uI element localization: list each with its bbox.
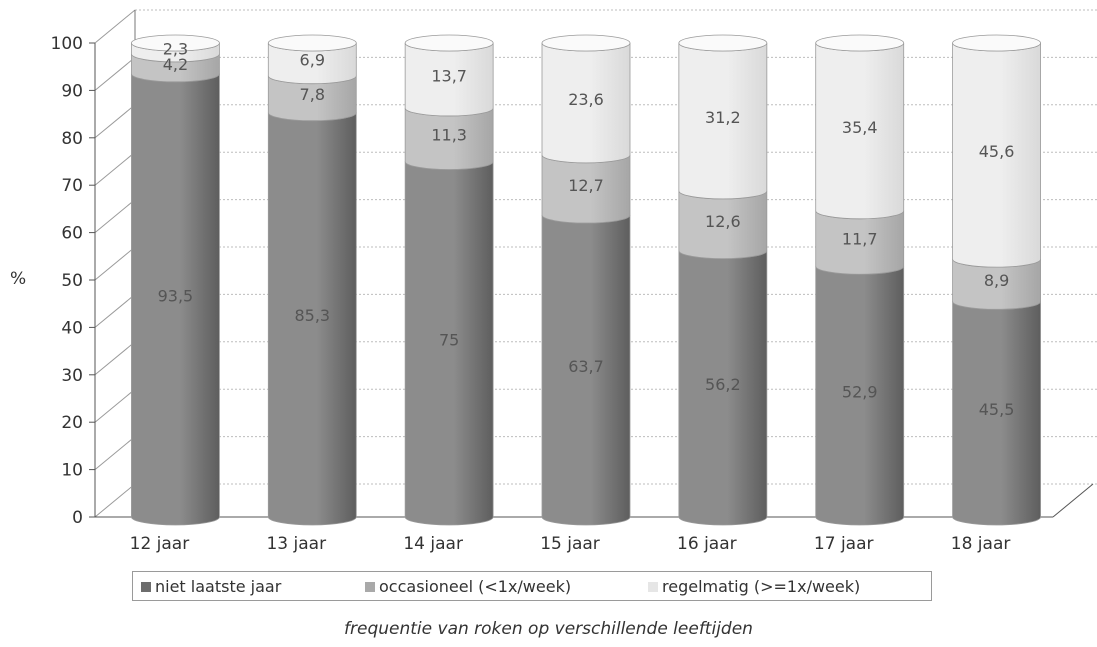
- bar-top-cap: [678, 34, 768, 52]
- bar-stack-16-jaar: [678, 34, 768, 526]
- y-tick-label: 100: [51, 34, 83, 54]
- y-tick-label: 80: [61, 129, 83, 149]
- data-label: 85,3: [294, 306, 330, 325]
- y-tick-label: 30: [61, 366, 83, 386]
- legend-item-occasioneel: occasioneel (<1x/week): [365, 577, 571, 596]
- bar-top-cap: [815, 34, 905, 52]
- data-label: 23,6: [568, 90, 604, 109]
- data-label: 45,5: [979, 400, 1015, 419]
- bar-stack-15-jaar: [541, 34, 631, 526]
- data-label: 7,8: [300, 85, 325, 104]
- x-tick-label: 12 jaar: [130, 534, 190, 554]
- y-tick-label: 10: [61, 461, 83, 481]
- y-tick-label: 50: [61, 271, 83, 291]
- data-label: 12,6: [705, 212, 741, 231]
- grid-diagonal: [94, 104, 136, 139]
- legend-swatch: [365, 581, 375, 592]
- bar-top-cap: [404, 34, 494, 52]
- data-label: 35,4: [842, 118, 878, 137]
- legend-label: regelmatig (>=1x/week): [662, 577, 861, 596]
- bar-stack-12-jaar: [131, 34, 220, 526]
- chart-caption: frequentie van roken op verschillende le…: [344, 619, 753, 639]
- data-label: 75: [439, 330, 459, 349]
- bar-stack-13-jaar: [267, 34, 357, 526]
- data-label: 4,2: [163, 55, 188, 74]
- grid-diagonal: [94, 483, 136, 518]
- data-label: 11,7: [842, 230, 878, 249]
- grid-diagonal: [94, 57, 136, 91]
- data-label: 45,6: [979, 142, 1015, 161]
- legend-label: niet laatste jaar: [155, 577, 282, 596]
- bar-top-cap: [131, 34, 220, 52]
- y-tick-label: 20: [61, 413, 83, 433]
- grid-diagonal: [94, 9, 136, 44]
- floor-edge: [1052, 483, 1094, 518]
- y-tick-label: 0: [72, 508, 83, 528]
- grid-diagonal: [94, 436, 136, 470]
- x-tick-label: 18 jaar: [951, 534, 1011, 554]
- x-tick-label: 15 jaar: [540, 534, 600, 554]
- legend-item-regelmatig: regelmatig (>=1x/week): [648, 577, 860, 596]
- bars-layer: [131, 34, 1041, 526]
- x-tick-label: 17 jaar: [814, 534, 874, 554]
- labels-layer: 93,5 4,22,3 85,3 7,8 6,9 75 11,3 13,7 63,7 12,7 23…: [158, 39, 1015, 419]
- x-tick-label: 16 jaar: [677, 534, 737, 554]
- data-label: 6,9: [300, 50, 325, 69]
- data-label: 13,7: [431, 66, 467, 85]
- x-tick-label: 14 jaar: [403, 534, 463, 554]
- bar-stack-14-jaar: [404, 34, 494, 526]
- data-label: 11,3: [431, 126, 467, 145]
- y-tick-label: 90: [61, 81, 83, 101]
- legend-item-niet-laatste-jaar: niet laatste jaar: [141, 577, 281, 596]
- y-axis-label: %: [10, 269, 26, 289]
- y-tick-label: 60: [61, 224, 83, 244]
- bar-top-cap: [952, 34, 1041, 52]
- bar-top-cap: [267, 34, 357, 52]
- data-label: 2,3: [163, 39, 188, 58]
- bar-stack-17-jaar: [815, 34, 905, 526]
- data-label: 93,5: [158, 286, 194, 305]
- grid-diagonal: [94, 388, 136, 423]
- grid-diagonal: [94, 341, 136, 376]
- grid-diagonal: [94, 151, 136, 186]
- legend-swatch: [648, 581, 658, 592]
- bar-top-cap: [541, 34, 631, 52]
- data-label: 52,9: [842, 383, 878, 402]
- data-label: 12,7: [568, 176, 604, 195]
- y-tick-label: 70: [61, 176, 83, 196]
- legend-label: occasioneel (<1x/week): [379, 577, 572, 596]
- x-tick-label: 13 jaar: [266, 534, 326, 554]
- grid-diagonal: [94, 246, 136, 281]
- grid-diagonal: [94, 294, 136, 328]
- legend: niet laatste jaar occasioneel (<1x/week)…: [132, 571, 932, 601]
- grid-diagonal: [94, 199, 136, 233]
- data-label: 8,9: [984, 271, 1009, 290]
- legend-swatch: [141, 581, 151, 592]
- data-label: 31,2: [705, 108, 741, 127]
- axis-layer: 0 10 20 30 40 50 60 70 80 90 100 12 jaar 13 jaar 14 j…: [51, 10, 1094, 554]
- data-label: 63,7: [568, 357, 604, 376]
- data-label: 56,2: [705, 375, 741, 394]
- y-tick-label: 40: [61, 318, 83, 338]
- bar-stack-18-jaar: [952, 34, 1041, 526]
